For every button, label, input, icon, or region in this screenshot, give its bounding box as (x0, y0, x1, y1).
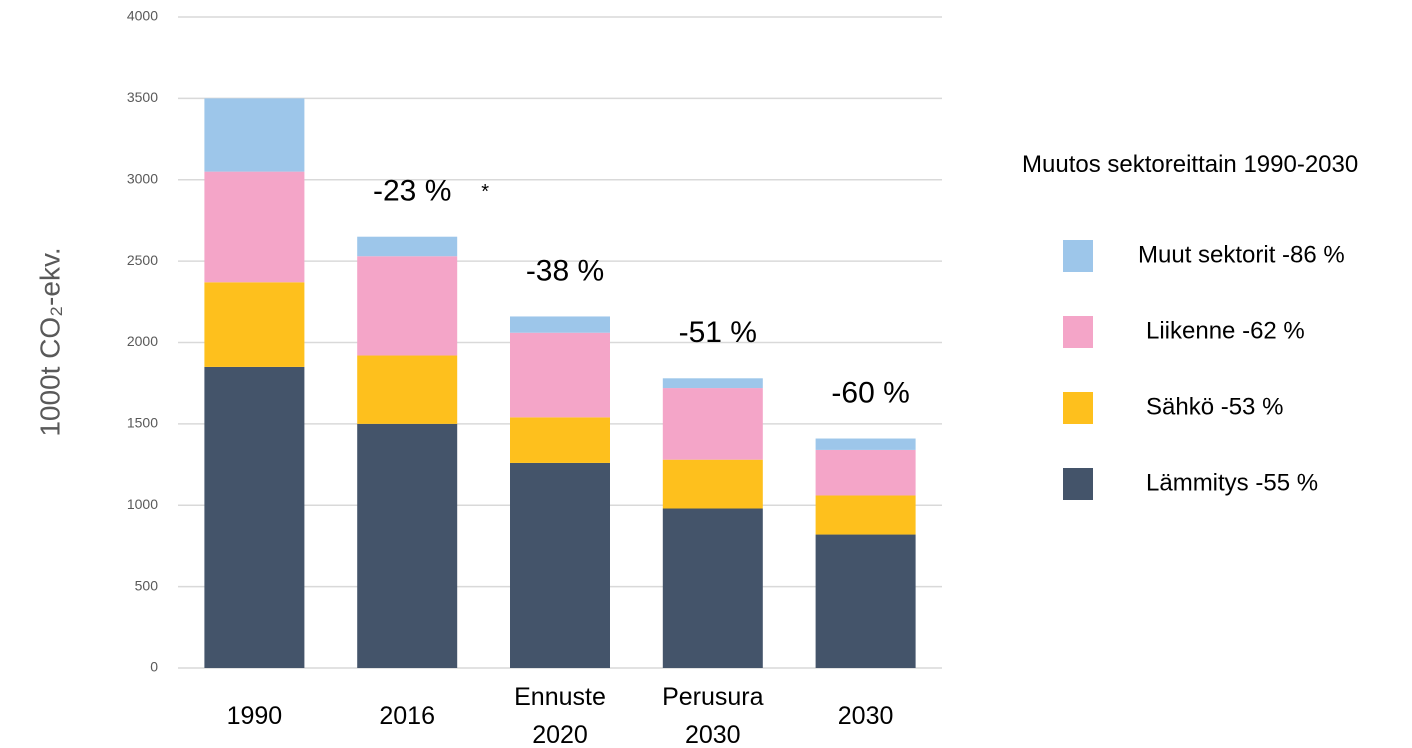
bar-segment (662, 508, 763, 668)
bar-segment (815, 534, 916, 668)
y-axis-label: 1000t CO₂-ekv. (34, 247, 65, 436)
bar-segment (204, 98, 305, 172)
legend-swatch (1063, 468, 1093, 500)
y-tick-label: 3000 (127, 170, 158, 186)
bar-annotation: -38 % (526, 254, 604, 287)
bar-segment (204, 366, 305, 668)
footnote-mark: * (481, 181, 489, 203)
x-tick-label: 1990 (226, 702, 283, 730)
legend-swatch (1063, 240, 1093, 272)
bar-segment (815, 438, 916, 450)
x-tick-label: 2016 (379, 702, 435, 730)
bar-segment (662, 459, 763, 509)
y-tick-label: 4000 (127, 8, 158, 24)
bar-segment (662, 388, 763, 460)
y-tick-label: 2500 (127, 252, 158, 268)
bar-segment (204, 171, 305, 283)
y-tick-label: 500 (135, 577, 159, 593)
bar-segment (510, 462, 610, 668)
bar-segment (357, 236, 458, 257)
y-tick-label: 1000 (127, 496, 158, 512)
bar-annotation: -51 % (679, 316, 757, 349)
x-tick-label: Ennuste 2020 (514, 683, 606, 748)
y-tick-label: 0 (150, 659, 158, 675)
bar-segment (204, 282, 305, 367)
bar-segment (510, 417, 610, 463)
legend-title: Muutos sektoreittain 1990-2030 (1022, 151, 1359, 178)
bar-annotation: -60 % (831, 376, 909, 409)
legend-label: Sähkö -53 % (1146, 393, 1283, 420)
bar-segment (357, 355, 458, 424)
bar-segment (815, 449, 916, 496)
legend-swatch (1063, 316, 1093, 348)
y-tick-label: 1500 (127, 415, 158, 431)
bar-segment (510, 332, 610, 418)
y-tick-label: 3500 (127, 89, 158, 105)
legend-swatch (1063, 392, 1093, 424)
x-tick-label: Perusura 2030 (662, 683, 764, 748)
bar-segment (357, 423, 458, 668)
bar-annotation: -23 % (373, 175, 451, 208)
bar-segment (815, 495, 916, 535)
legend-label: Liikenne -62 % (1146, 317, 1305, 344)
x-tick-label: 2030 (837, 702, 894, 730)
legend-label: Muut sektorit -86 % (1138, 241, 1345, 268)
bar-segment (357, 256, 458, 356)
bar-segment (510, 316, 610, 333)
bar-segment (662, 378, 763, 389)
y-tick-label: 2000 (127, 333, 158, 349)
legend-label: Lämmitys -55 % (1146, 469, 1318, 496)
